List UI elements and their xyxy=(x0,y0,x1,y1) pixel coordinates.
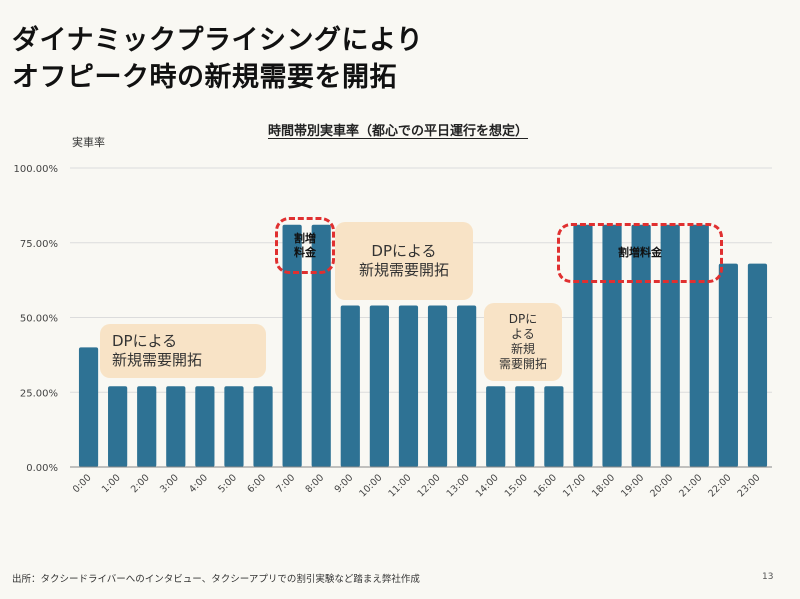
bar-10:00 xyxy=(369,305,389,467)
x-tick-label: 5:00 xyxy=(216,472,239,495)
x-tick-label: 18:00 xyxy=(590,472,617,499)
page-number: 13 xyxy=(762,572,774,582)
y-tick-labels: 0.00% 25.00% 50.00% 75.00% 100.00% xyxy=(14,164,59,474)
x-tick-label: 4:00 xyxy=(187,472,210,495)
bar-1:00 xyxy=(108,386,128,467)
x-tick-label: 21:00 xyxy=(677,472,704,499)
bar-3:00 xyxy=(166,386,186,467)
x-tick-label: 1:00 xyxy=(100,472,123,495)
bar-9:00 xyxy=(340,305,360,467)
bar-7:00 xyxy=(282,224,302,467)
bar-15:00 xyxy=(515,386,535,467)
x-tick-label: 17:00 xyxy=(561,472,588,499)
bar-21:00 xyxy=(689,224,709,467)
x-tick-label: 3:00 xyxy=(158,472,181,495)
bar-2:00 xyxy=(137,386,157,467)
bar-12:00 xyxy=(427,305,448,467)
bar-14:00 xyxy=(486,386,506,467)
annotation-text: DPによる 新規需要開拓 xyxy=(358,242,449,279)
bar-19:00 xyxy=(631,224,651,467)
bar-8:00 xyxy=(311,224,331,467)
bar-23:00 xyxy=(747,263,768,467)
x-tick-label: 8:00 xyxy=(303,472,326,495)
x-tick-label: 16:00 xyxy=(532,472,559,499)
slide-title-line1: ダイナミックプライシングにより xyxy=(12,25,424,56)
annotation-dp-afternoon: DPに よる 新規 需要開拓 xyxy=(484,303,562,381)
y-tick-label: 50.00% xyxy=(20,314,58,325)
x-tick-label: 22:00 xyxy=(706,472,733,499)
bar-chart: 0.00% 25.00% 50.00% 75.00% 100.00% 0:00 1:00 2… xyxy=(14,164,772,499)
annotation-text: DPに よる 新規 需要開拓 xyxy=(498,312,547,371)
x-tick-label: 0:00 xyxy=(71,472,94,495)
x-tick-label: 6:00 xyxy=(245,472,268,495)
x-tick-label: 9:00 xyxy=(333,472,356,495)
x-tick-label: 14:00 xyxy=(474,472,501,499)
x-tick-label: 2:00 xyxy=(129,472,152,495)
y-tick-label: 0.00% xyxy=(26,463,58,474)
x-tick-labels: 0:00 1:00 2:00 3:00 4:00 5:00 6:00 7:00 8:00 9:00… xyxy=(71,472,763,499)
bar-0:00 xyxy=(78,347,99,467)
chart-title: 時間帯別実車率（都心での平日運行を想定） xyxy=(267,124,528,139)
annotation-dp-early-morning: DPによる 新規需要開拓 xyxy=(100,324,266,378)
y-tick-label: 100.00% xyxy=(14,164,59,175)
x-tick-label: 10:00 xyxy=(357,472,384,499)
x-tick-label: 19:00 xyxy=(619,472,646,499)
x-tick-label: 15:00 xyxy=(503,472,530,499)
x-tick-label: 13:00 xyxy=(445,472,472,499)
bar-13:00 xyxy=(457,305,477,467)
slide-title: ダイナミックプライシングにより オフピーク時の新規需要を開拓 xyxy=(12,22,423,96)
annotation-surcharge-evening: 割増料金 xyxy=(557,223,723,283)
x-tick-label: 12:00 xyxy=(416,472,443,499)
annotation-dp-daytime: DPによる 新規需要開拓 xyxy=(335,222,473,300)
bar-6:00 xyxy=(253,386,273,467)
x-tick-label: 7:00 xyxy=(274,472,297,495)
bar-4:00 xyxy=(195,386,215,467)
x-tick-label: 23:00 xyxy=(735,472,762,499)
bar-5:00 xyxy=(224,386,244,467)
y-axis-label: 実車率 xyxy=(72,136,105,149)
bar-11:00 xyxy=(398,305,419,467)
source-note: 出所：タクシードライバーへのインタビュー、タクシーアプリでの割引実験など踏まえ弊… xyxy=(12,574,420,585)
bar-22:00 xyxy=(718,263,738,467)
x-tick-label: 20:00 xyxy=(648,472,675,499)
bar-20:00 xyxy=(660,224,680,467)
bar-18:00 xyxy=(602,224,622,467)
slide-title-line2: オフピーク時の新規需要を開拓 xyxy=(12,62,397,93)
x-tick-label: 11:00 xyxy=(386,472,413,499)
bars xyxy=(78,224,768,467)
y-tick-label: 25.00% xyxy=(20,388,58,399)
annotation-text: 割増料金 xyxy=(618,246,662,259)
annotation-text: DPによる 新規需要開拓 xyxy=(112,332,203,369)
annotation-surcharge-morning: 割増 料金 xyxy=(275,217,335,274)
y-tick-label: 75.00% xyxy=(20,239,58,250)
bar-17:00 xyxy=(573,224,593,467)
annotation-text: 割増 料金 xyxy=(294,231,316,259)
bar-16:00 xyxy=(544,386,564,467)
